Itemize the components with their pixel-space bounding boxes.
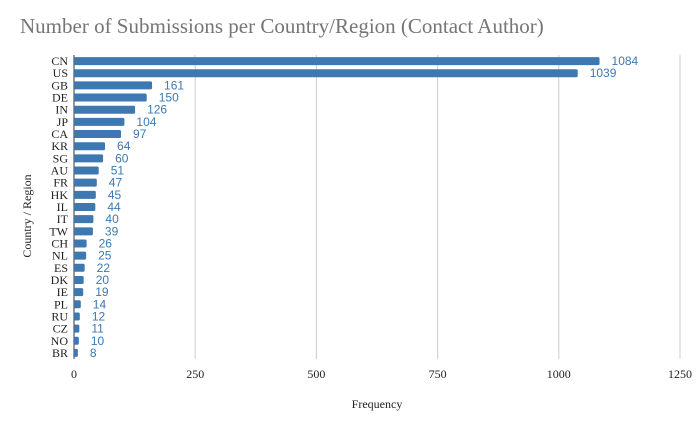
bar [74, 81, 153, 90]
data-label: 44 [107, 200, 121, 214]
bar [74, 263, 85, 272]
data-label: 104 [136, 115, 156, 129]
data-label: 161 [164, 78, 184, 92]
data-label: 1084 [612, 54, 639, 68]
category-label: IT [57, 212, 69, 226]
x-tick-label: 0 [71, 367, 77, 381]
data-label: 45 [108, 188, 122, 202]
bar [74, 117, 125, 126]
category-label: AU [51, 164, 69, 178]
category-label: BR [52, 346, 68, 360]
bar [74, 239, 87, 248]
bar [74, 69, 578, 78]
bar [74, 178, 97, 187]
bar [74, 324, 80, 333]
bar [74, 251, 87, 260]
category-label: TW [49, 224, 68, 238]
x-tick-labels: 0 250 500 750 1000 1250 [71, 367, 692, 381]
category-label: CH [51, 236, 68, 250]
category-label: DK [51, 273, 69, 287]
category-label: IN [55, 103, 68, 117]
category-label: NL [52, 249, 68, 263]
x-tick-label: 1000 [547, 367, 571, 381]
data-label: 22 [97, 261, 111, 275]
data-label: 11 [91, 322, 104, 336]
category-label: FR [53, 176, 68, 190]
data-label: 51 [111, 164, 125, 178]
x-tick-label: 500 [307, 367, 325, 381]
data-label: 19 [95, 285, 109, 299]
x-tick-label: 750 [429, 367, 447, 381]
data-label: 40 [105, 212, 119, 226]
category-label: CN [51, 54, 68, 68]
data-label: 47 [109, 176, 123, 190]
category-label: CA [51, 127, 68, 141]
data-label: 150 [159, 91, 179, 105]
data-label: 97 [133, 127, 147, 141]
data-label: 26 [99, 236, 113, 250]
data-label: 64 [117, 139, 131, 153]
bar [74, 190, 96, 199]
bar [74, 227, 93, 236]
category-label: JP [57, 115, 69, 129]
bar [74, 57, 600, 66]
data-label: 60 [115, 151, 129, 165]
bar [74, 275, 84, 284]
data-label: 8 [90, 346, 97, 360]
category-label: DE [52, 91, 68, 105]
bar [74, 142, 106, 151]
x-tick-label: 250 [186, 367, 204, 381]
category-label: CZ [53, 322, 68, 336]
data-label: 126 [147, 103, 167, 117]
chart-title: Number of Submissions per Country/Region… [20, 14, 544, 38]
category-label: NO [51, 334, 69, 348]
category-label: ES [54, 261, 68, 275]
category-label: HK [51, 188, 69, 202]
category-labels: CNUSGBDEINJPCAKRSGAUFRHKILITTWCHNLESDKIE… [49, 54, 68, 360]
bar [74, 203, 96, 211]
category-label: SG [53, 151, 69, 165]
data-label: 25 [98, 249, 112, 263]
category-label: GB [51, 78, 68, 92]
x-axis-title: Frequency [352, 397, 403, 411]
category-label: PL [54, 297, 68, 311]
data-label: 10 [91, 334, 105, 348]
category-label: IL [57, 200, 68, 214]
bar [74, 288, 84, 297]
bar [74, 215, 94, 224]
data-label: 12 [92, 309, 106, 323]
bar [74, 166, 99, 175]
bar [74, 154, 104, 163]
data-label: 1039 [590, 66, 617, 80]
bar [74, 93, 147, 102]
bar [74, 312, 80, 321]
category-label: US [53, 66, 68, 80]
bar [74, 336, 79, 345]
bar [74, 348, 78, 357]
category-label: IE [57, 285, 68, 299]
category-label: KR [51, 139, 68, 153]
bar [74, 130, 122, 139]
x-tick-label: 1250 [668, 367, 692, 381]
bar [74, 300, 81, 309]
bars [74, 57, 600, 357]
data-label: 14 [93, 297, 107, 311]
data-label: 20 [96, 273, 110, 287]
bar [74, 105, 136, 114]
y-axis-title: Country / Region [20, 174, 34, 257]
gridlines [73, 55, 681, 359]
data-label: 39 [105, 224, 119, 238]
category-label: RU [51, 309, 68, 323]
